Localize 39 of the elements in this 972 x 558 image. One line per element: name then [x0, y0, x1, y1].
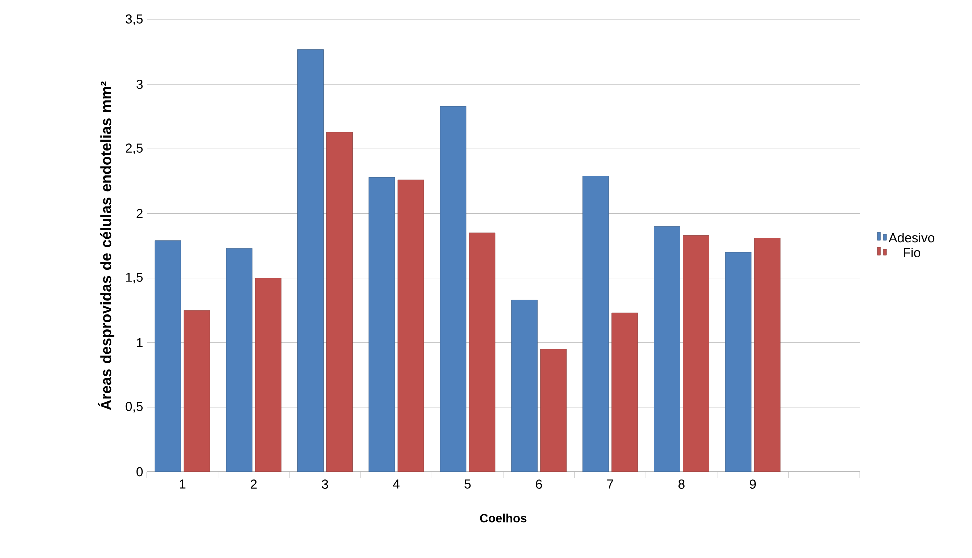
bar — [612, 312, 638, 472]
bar — [582, 176, 610, 472]
bar — [440, 106, 467, 472]
bar — [683, 235, 710, 472]
bar — [654, 226, 680, 472]
x-tick-label: 4 — [393, 480, 400, 489]
y-tick-label: 2 — [136, 209, 143, 218]
x-tick-label: 3 — [322, 480, 328, 490]
bar — [725, 252, 752, 472]
x-axis-title: Coelhos — [480, 514, 527, 523]
y-axis-title: Áreas desprovidas de células endotelias mm² — [98, 82, 115, 410]
x-tick-label: 2 — [250, 480, 257, 489]
x-tick-label: 1 — [180, 480, 186, 489]
bar — [511, 300, 538, 472]
x-tick-label: 6 — [536, 480, 542, 490]
bar — [754, 238, 781, 472]
bar — [184, 310, 210, 472]
x-tick-label: 5 — [464, 480, 471, 489]
x-tick-label: 8 — [678, 480, 685, 490]
bar — [226, 248, 253, 472]
bar — [368, 177, 396, 472]
y-tick-label: 3 — [136, 80, 143, 90]
bar — [154, 240, 182, 472]
y-tick-label: 2,5 — [126, 144, 143, 155]
bar — [398, 180, 424, 472]
y-tick-label: 3,5 — [126, 14, 143, 26]
legend-label: Fio — [904, 248, 920, 258]
y-tick-label: 1 — [137, 338, 143, 348]
y-tick-label: 0 — [136, 467, 143, 477]
legend-label: Adesivo — [888, 233, 935, 243]
y-tick-label: 1,5 — [126, 272, 143, 284]
bar — [540, 349, 567, 472]
y-tick-label: 0,5 — [126, 402, 143, 413]
x-tick-label: 9 — [750, 480, 756, 490]
bar — [255, 278, 282, 472]
bar — [298, 50, 324, 472]
x-tick-label: 7 — [608, 480, 614, 489]
bar — [469, 232, 496, 472]
bar — [326, 132, 353, 472]
